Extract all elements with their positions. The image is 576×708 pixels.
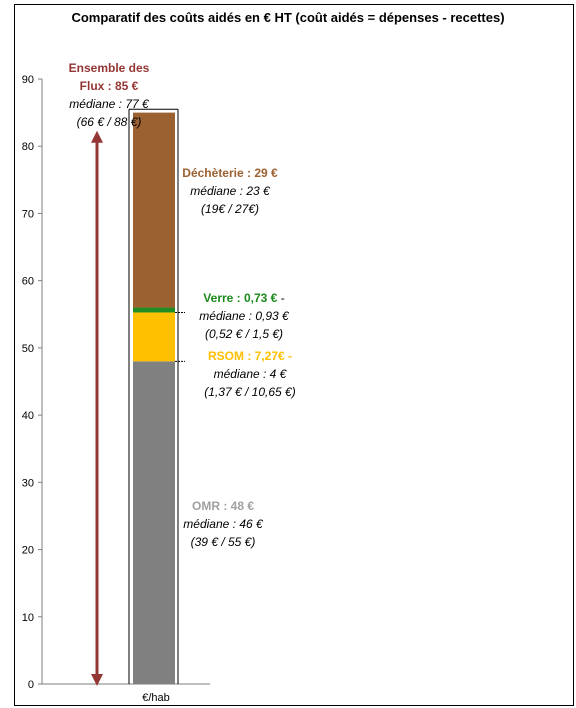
rsom-annotation: RSOM : 7,27€ - médiane : 4 € (1,37 € / 1…	[180, 347, 320, 401]
total-label-line1: Ensemble des	[68, 61, 150, 75]
y-tick-label: 30	[22, 477, 34, 489]
rsom-median: médiane : 4 €	[213, 367, 287, 381]
y-tick-label: 70	[22, 208, 34, 220]
y-tick-label: 0	[28, 679, 34, 691]
omr-median: médiane : 46 €	[183, 517, 263, 531]
rsom-range: (1,37 € / 10,65 €)	[204, 385, 296, 399]
decheterie-annotation: Déchèterie : 29 € médiane : 23 € (19€ / …	[170, 164, 290, 218]
rsom-label: RSOM : 7,27€ -	[207, 349, 293, 363]
arrow-head-top	[91, 130, 103, 143]
chart-frame	[14, 4, 574, 706]
decheterie-median: médiane : 23 €	[190, 184, 270, 198]
y-tick-label: 80	[22, 141, 34, 153]
omr-annotation: OMR : 48 € médiane : 46 € (39 € / 55 €)	[168, 497, 278, 551]
verre-median: médiane : 0,93 €	[199, 309, 289, 323]
total-range: (66 € / 88 €)	[76, 115, 142, 129]
rsom-bar-segment	[133, 312, 175, 362]
omr-bar-segment	[133, 361, 175, 684]
y-tick-label: 90	[22, 74, 34, 86]
omr-range: (39 € / 55 €)	[190, 535, 256, 549]
verre-range: (0,52 € / 1,5 €)	[204, 327, 284, 341]
total-range-arrow	[91, 130, 103, 686]
stacked-bar	[128, 108, 185, 684]
total-label-line2: Flux : 85 €	[79, 79, 139, 93]
y-tick-label: 20	[22, 545, 34, 557]
verre-label-suffix: -	[277, 291, 285, 305]
verre-annotation: Verre : 0,73 € - médiane : 0,93 € (0,52 …	[174, 289, 314, 343]
y-tick-label: 50	[22, 343, 34, 355]
total-median: médiane : 77 €	[69, 97, 149, 111]
decheterie-bar-segment	[133, 112, 175, 308]
decheterie-range: (19€ / 27€)	[200, 202, 260, 216]
y-tick-label: 10	[22, 612, 34, 624]
total-annotation: Ensemble des Flux : 85 € médiane : 77 € …	[54, 59, 164, 131]
decheterie-label: Déchèterie : 29 €	[182, 166, 278, 180]
arrow-head-bottom	[91, 674, 103, 686]
verre-bar-segment	[133, 307, 175, 313]
y-axis: 0 10 20 30 40 50 60 70 80 90	[22, 74, 210, 691]
y-tick-label: 40	[22, 410, 34, 422]
omr-label: OMR : 48 €	[191, 499, 254, 513]
verre-label: Verre : 0,73 €	[203, 291, 278, 305]
chart-title: Comparatif des coûts aidés en € HT (coût…	[71, 10, 505, 25]
y-tick-label: 60	[22, 276, 34, 288]
x-category-label: €/hab	[142, 692, 170, 704]
